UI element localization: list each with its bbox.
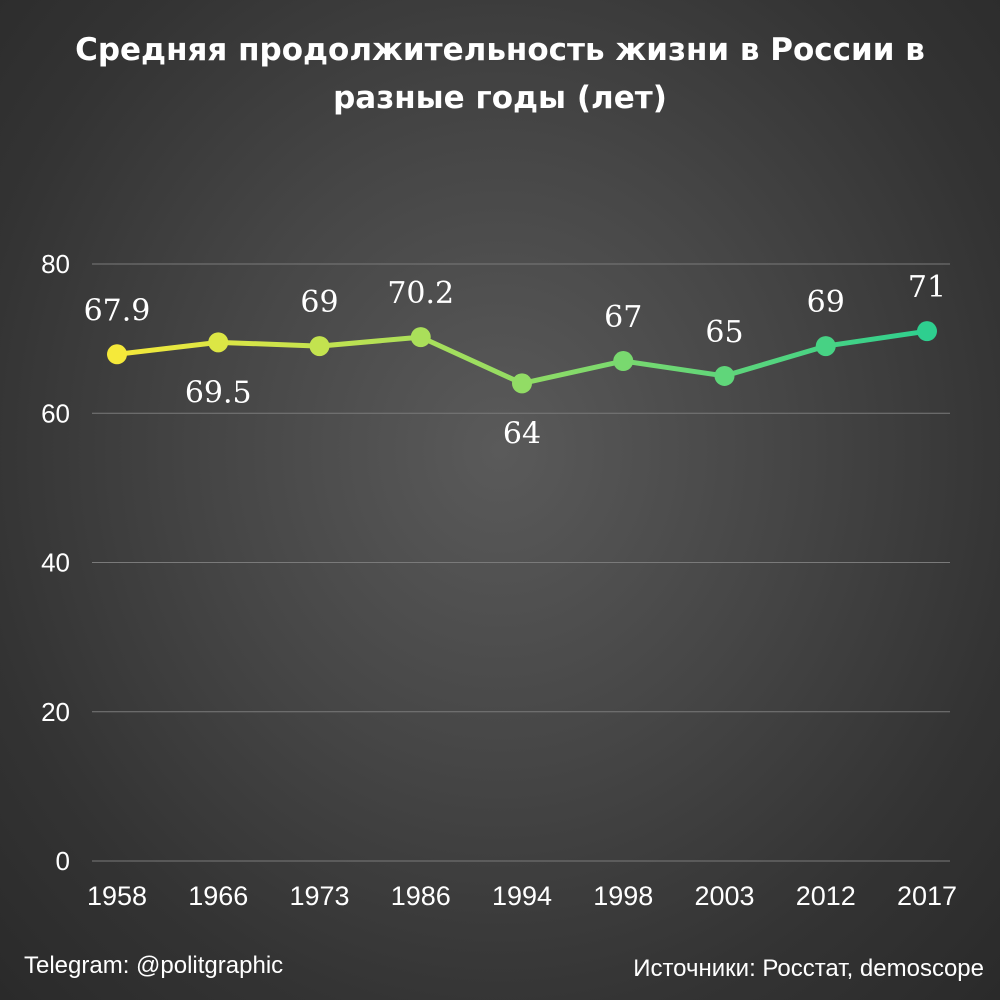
data-point [512,373,532,394]
data-point [714,365,735,386]
x-tick-label: 1973 [289,881,349,911]
data-label: 67.9 [84,293,151,328]
y-axis-ticks: 0 20 40 60 80 [41,249,70,876]
y-tick-label: 20 [41,697,70,727]
data-label: 69 [807,285,845,320]
x-tick-label: 1986 [391,881,451,911]
data-label: 69 [300,285,338,320]
data-label: 71 [908,270,946,305]
data-label: 67 [604,300,642,335]
data-point [107,344,127,365]
data-point [309,336,330,357]
data-points [107,321,937,394]
sources-note: Источники: Росстат, demoscope [633,955,984,982]
data-point [410,327,431,348]
x-tick-label: 1966 [188,881,248,911]
data-point [208,332,229,353]
telegram-credit: Telegram: @politgraphic [24,952,284,979]
grid-lines [92,263,950,862]
x-tick-label: 1994 [492,881,552,911]
x-tick-label: 1958 [87,881,147,911]
x-tick-label: 2003 [694,881,754,911]
data-label: 65 [705,315,743,350]
x-tick-label: 1998 [593,881,653,911]
data-point [815,336,836,357]
x-axis-ticks: 1958 1966 1973 1986 1994 1998 2003 2012 2017 [87,881,957,911]
y-tick-label: 40 [41,548,70,578]
x-tick-label: 2012 [796,881,856,911]
y-tick-label: 80 [41,249,70,279]
data-label: 64 [503,416,541,451]
x-tick-label: 2017 [897,881,957,911]
data-label: 70.2 [387,276,454,311]
data-labels: 67.9 69.5 69 70.2 64 67 65 69 71 [84,270,946,451]
y-tick-label: 60 [41,398,70,428]
data-label: 69.5 [185,375,252,410]
data-point [917,321,937,342]
data-point [613,351,634,372]
y-tick-label: 0 [56,846,70,876]
chart-title: Средняя продолжительность жизни в России… [75,32,925,116]
